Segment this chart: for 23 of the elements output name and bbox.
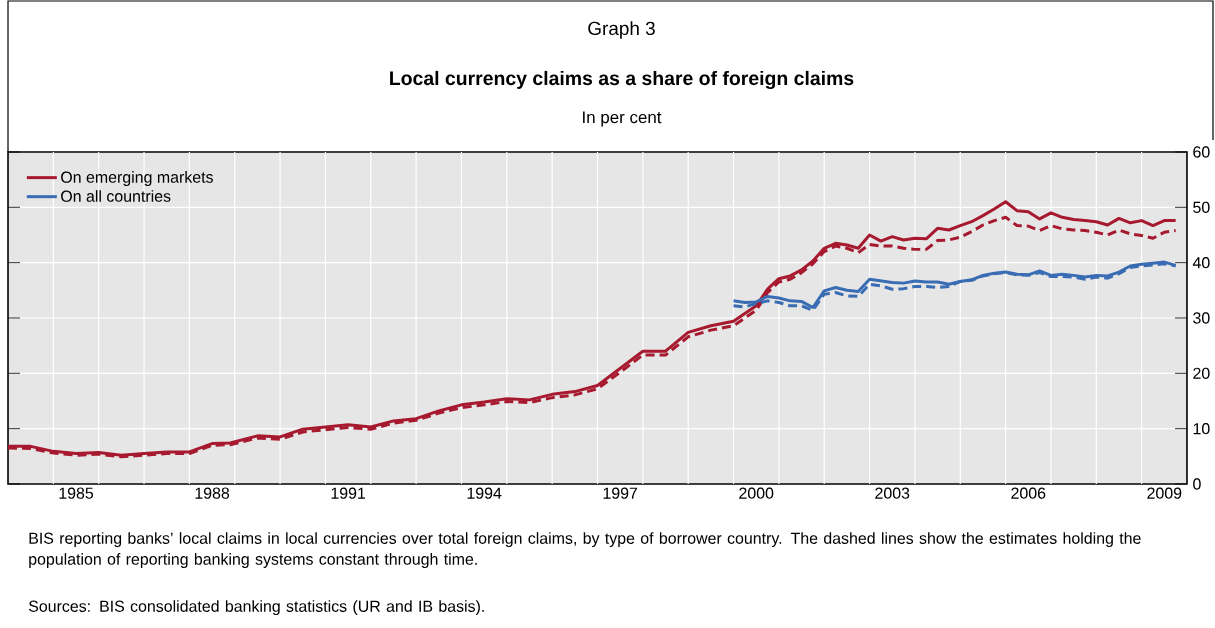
y-tick-label: 40	[1192, 257, 1210, 269]
legend-label: On emerging markets	[61, 171, 213, 186]
x-tick-label: 2006	[1011, 487, 1046, 499]
y-tick-label: 60	[1193, 146, 1210, 158]
y-tick-label: 50	[1193, 201, 1210, 213]
y-tick-label: 20	[1193, 367, 1210, 379]
x-tick-label: 1997	[603, 487, 638, 499]
legend-label: On all countries	[61, 190, 171, 202]
chart-subtitle: In per cent	[583, 111, 662, 127]
x-tick-label: 2000	[739, 487, 774, 499]
x-tick-label: 1991	[331, 487, 366, 499]
caption: Graph 3	[588, 21, 655, 39]
x-tick-label: 2009	[1147, 487, 1182, 499]
x-tick-label: 1985	[59, 487, 94, 499]
x-tick-label: 1994	[467, 487, 502, 499]
y-tick-label: 0	[1193, 478, 1201, 490]
y-tick-label: 30	[1193, 312, 1210, 324]
chart-title: Local currency claims as a share of foreign claims	[390, 70, 854, 90]
source-note: Sources: BIS consolidated banking statistics (UR and IB basis).	[28, 600, 484, 616]
y-tick-label: 10	[1193, 423, 1210, 435]
text: BIS reporting banks’ local claims in local currencies over total foreign claims, by type of borrower country. The dashed lines show the estimates holding the population of reporting banking systems constant through time.	[29, 532, 1141, 568]
x-tick-label: 2003	[875, 487, 910, 499]
x-tick-label: 1988	[195, 487, 230, 499]
